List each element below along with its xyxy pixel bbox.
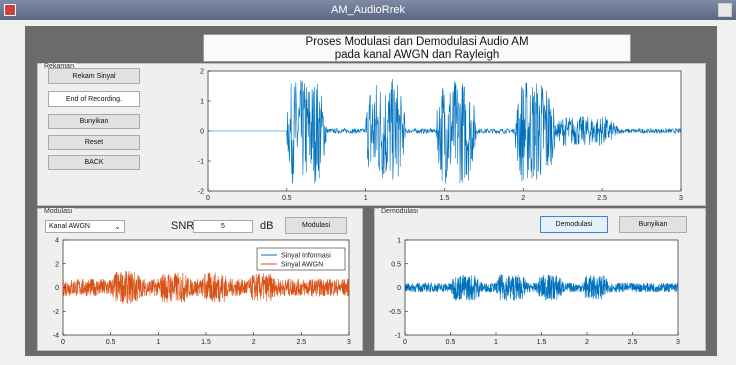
y-tick-label: -0.5 [389,309,401,316]
x-tick-label: 0 [61,339,65,346]
matlab-app-icon [4,4,16,16]
x-tick-label: 1 [364,195,368,202]
window-title: AM_AudioRrek [331,4,405,16]
channel-select-value: Kanal AWGN [49,223,90,230]
back-button[interactable]: BACK [48,155,140,170]
header-line-1: Proses Modulasi dan Demodulasi Audio AM [305,36,529,48]
y-tick-label: -1 [198,159,204,166]
rekaman-panel-title: Rekaman [42,63,76,70]
demod-bunyikan-button[interactable]: Bunyikan [619,216,687,233]
x-tick-label: 0 [206,195,210,202]
y-tick-label: 1 [200,99,204,106]
y-tick-label: 0 [55,285,59,292]
header-title: Proses Modulasi dan Demodulasi Audio AM … [203,34,631,62]
x-tick-label: 2 [521,195,525,202]
y-tick-label: 2 [55,261,59,268]
x-tick-label: 3 [347,339,351,346]
x-tick-label: 1 [494,339,498,346]
x-tick-label: 0.5 [446,339,456,346]
x-tick-label: 0 [403,339,407,346]
x-tick-label: 3 [676,339,680,346]
recording-status-field: End of Recording. [48,91,140,107]
x-tick-label: 1.5 [537,339,547,346]
db-label: dB [260,220,274,232]
signal-trace [404,274,679,301]
x-tick-label: 0.5 [282,195,292,202]
x-tick-label: 1 [156,339,160,346]
y-tick-label: 0.5 [391,261,401,268]
x-tick-label: 2.5 [628,339,638,346]
y-tick-label: 2 [200,69,204,76]
title-bar: AM_AudioRrek [0,0,736,20]
y-tick-label: 0 [397,285,401,292]
x-tick-label: 2.5 [296,339,306,346]
modulasi-button[interactable]: Modulasi [285,217,347,234]
demodulasi-button[interactable]: Demodulasi [540,216,608,233]
signal-trace [62,270,350,305]
y-tick-label: 0 [200,129,204,136]
legend-label: Sinyal Informasi [281,253,331,260]
y-tick-label: 4 [55,238,59,245]
x-tick-label: 2 [585,339,589,346]
signal-line [62,270,350,305]
snr-input[interactable]: 5 [193,220,253,233]
x-tick-label: 2 [252,339,256,346]
x-tick-label: 1.5 [201,339,211,346]
x-tick-label: 2.5 [597,195,607,202]
y-tick-label: -1 [395,333,401,340]
legend: Sinyal Informasi Sinyal AWGN [256,247,346,271]
y-tick-label: 1 [397,238,401,245]
reset-button[interactable]: Reset [48,135,140,150]
y-tick-label: -4 [53,333,59,340]
y-tick-label: -2 [198,189,204,196]
bunyikan-button[interactable]: Bunyikan [48,114,140,129]
x-tick-label: 0.5 [106,339,116,346]
x-tick-label: 3 [679,195,683,202]
window-close-button[interactable] [718,3,732,17]
modulasi-panel-title: Modulasi [42,208,75,215]
legend-label: Sinyal AWGN [281,262,323,269]
signal-trace [208,78,682,184]
y-tick-label: -2 [53,309,59,316]
channel-select[interactable]: Kanal AWGN ⌄ [45,220,125,233]
header-line-2: pada kanal AWGN dan Rayleigh [334,49,500,61]
signal-line [404,274,679,301]
x-tick-label: 1.5 [440,195,450,202]
rekam-sinyal-button[interactable]: Rekam Sinyal [48,68,140,84]
chevron-down-icon: ⌄ [114,222,121,231]
snr-label: SNR [171,220,195,232]
demodulasi-panel-title: Demodulasi [379,208,420,215]
signal-line [208,78,682,184]
